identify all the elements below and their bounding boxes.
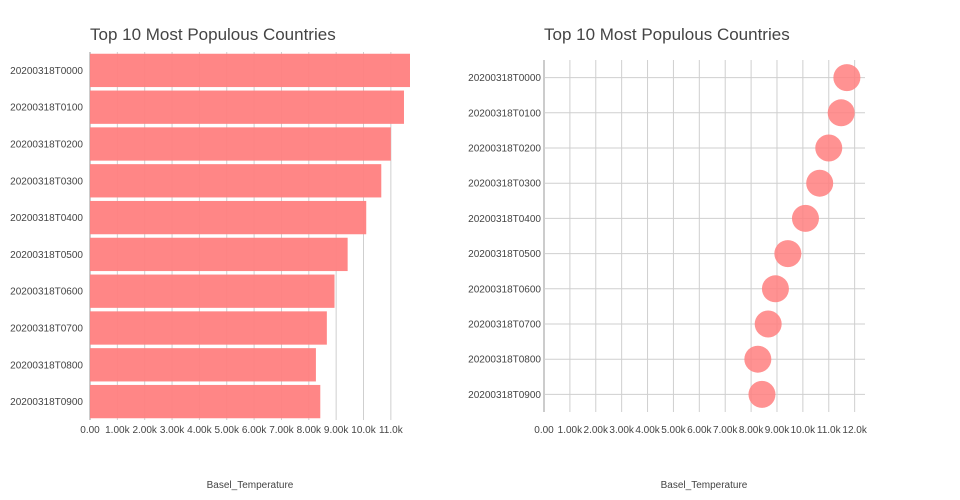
bar <box>90 384 321 419</box>
bar <box>90 90 404 124</box>
data-point <box>827 99 855 127</box>
category-label: 20200318T0000 <box>10 66 83 77</box>
data-point <box>815 134 843 162</box>
category-label: 20200318T0300 <box>468 179 541 190</box>
category-label: 20200318T0700 <box>10 324 83 335</box>
scatter-chart-x-tick-labels: 0.00 1.00k 2.00k 3.00k 4.00k 5.00k 6.00k 7.00k 8… <box>534 425 868 436</box>
data-point <box>744 345 772 373</box>
bar <box>90 348 316 382</box>
x-tick-label: 1.00k <box>558 425 583 436</box>
x-tick-label: 4.00k <box>187 425 212 436</box>
category-label: 20200318T0800 <box>468 355 541 366</box>
data-point <box>761 275 789 303</box>
category-label: 20200318T0900 <box>10 397 83 408</box>
scatter-chart-x-axis-label: Basel_Temperature <box>661 480 748 491</box>
x-tick-label: 3.00k <box>609 425 634 436</box>
x-tick-label: 3.00k <box>160 425 185 436</box>
scatter-chart-points <box>744 64 861 408</box>
category-label: 20200318T0200 <box>10 140 83 151</box>
scatter-chart-title: Top 10 Most Populous Countries <box>544 25 790 44</box>
bar <box>90 53 410 88</box>
x-tick-label: 5.00k <box>215 425 240 436</box>
category-label: 20200318T0500 <box>10 250 83 261</box>
x-tick-label: 7.00k <box>713 425 738 436</box>
category-label: 20200318T0400 <box>10 213 83 224</box>
x-tick-label: 1.00k <box>105 425 130 436</box>
category-label: 20200318T0700 <box>468 320 541 331</box>
x-tick-label: 0.00 <box>534 425 554 436</box>
category-label: 20200318T0500 <box>468 249 541 260</box>
x-tick-label: 11.0k <box>379 425 404 436</box>
x-tick-label: 9.00k <box>324 425 349 436</box>
category-label: 20200318T0300 <box>10 176 83 187</box>
category-label: 20200318T0100 <box>468 108 541 119</box>
x-tick-label: 10.0k <box>791 425 816 436</box>
bar-chart-title: Top 10 Most Populous Countries <box>90 25 336 44</box>
x-tick-label: 6.00k <box>687 425 712 436</box>
bar <box>90 237 348 272</box>
x-tick-label: 6.00k <box>242 425 267 436</box>
data-point <box>754 310 782 338</box>
category-label: 20200318T0000 <box>468 73 541 84</box>
x-tick-label: 0.00 <box>80 425 100 436</box>
x-tick-label: 10.0k <box>351 425 376 436</box>
x-tick-label: 2.00k <box>584 425 609 436</box>
x-tick-label: 7.00k <box>269 425 294 436</box>
x-tick-label: 12.0k <box>842 425 867 436</box>
category-label: 20200318T0100 <box>10 103 83 114</box>
x-tick-label: 8.00k <box>297 425 322 436</box>
x-tick-label: 8.00k <box>739 425 764 436</box>
bar-chart-x-tick-labels: 0.00 1.00k 2.00k 3.00k 4.00k 5.00k 6.00k 7.00k 8… <box>80 425 403 436</box>
bar <box>90 164 382 198</box>
category-label: 20200318T0600 <box>468 284 541 295</box>
data-point <box>806 169 834 197</box>
x-tick-label: 11.0k <box>817 425 842 436</box>
bar-chart: 20200318T0000 20200318T0100 20200318T0200 2… <box>10 25 410 491</box>
bar <box>90 127 391 161</box>
category-label: 20200318T0900 <box>468 390 541 401</box>
data-point <box>833 64 861 92</box>
category-label: 20200318T0600 <box>10 287 83 298</box>
category-label: 20200318T0200 <box>468 144 541 155</box>
data-point <box>791 204 819 232</box>
category-label: 20200318T0400 <box>468 214 541 225</box>
scatter-chart-gridlines <box>543 60 865 412</box>
bar-chart-x-axis-label: Basel_Temperature <box>207 480 294 491</box>
data-point <box>748 380 776 408</box>
x-tick-label: 4.00k <box>635 425 660 436</box>
scatter-chart: 20200318T0000 20200318T0100 20200318T0200 2… <box>468 25 868 491</box>
category-label: 20200318T0800 <box>10 360 83 371</box>
x-tick-label: 9.00k <box>765 425 790 436</box>
data-point <box>774 240 802 268</box>
bar-chart-category-labels: 20200318T0000 20200318T0100 20200318T0200 2… <box>10 66 83 408</box>
bar-chart-bars <box>90 53 410 419</box>
scatter-chart-category-labels: 20200318T0000 20200318T0100 20200318T0200 2… <box>468 73 541 401</box>
bar <box>90 311 327 345</box>
x-tick-label: 2.00k <box>132 425 157 436</box>
bar <box>90 274 335 308</box>
bar <box>90 200 367 235</box>
x-tick-label: 5.00k <box>661 425 686 436</box>
